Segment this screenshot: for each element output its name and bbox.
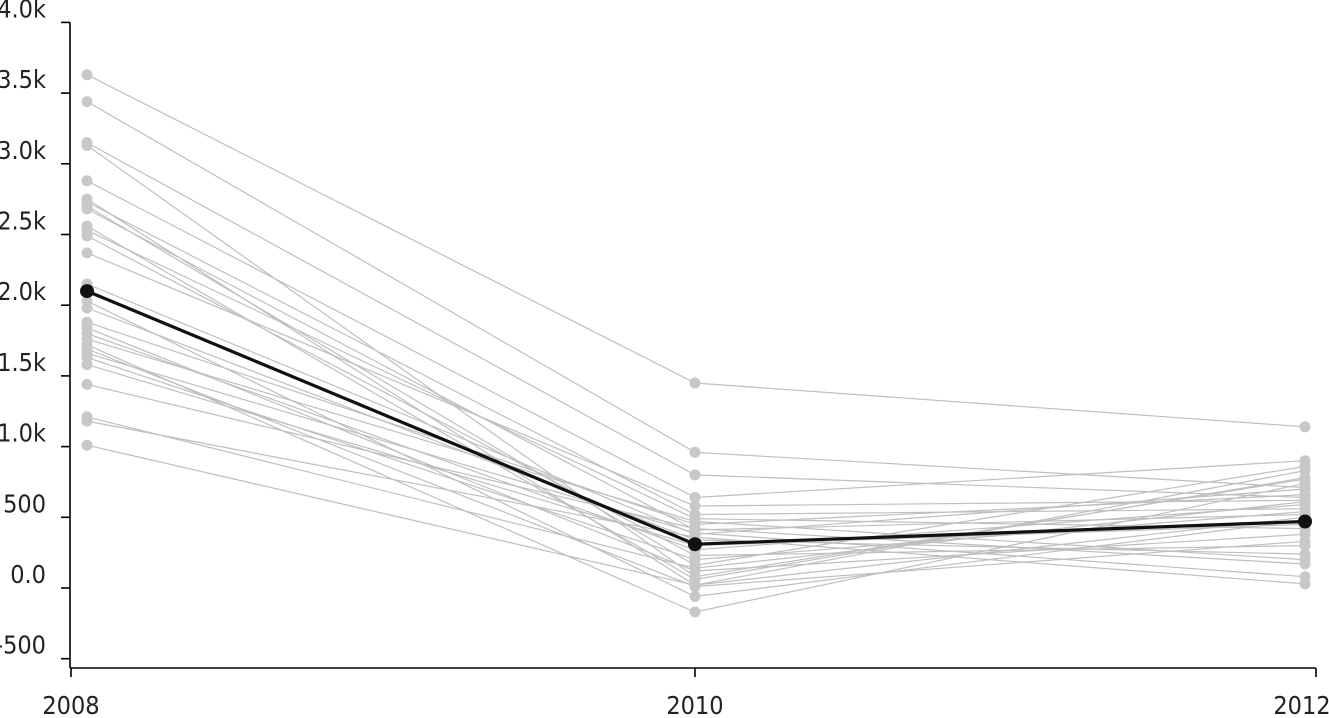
series-point-2-2010 — [689, 446, 701, 458]
series-point-8-2012 — [1299, 460, 1311, 472]
y-axis: -500 0.0 500 1.0k 1.5k 2.0k 2.5k 3.0k 3.5k 4.0k — [0, 0, 71, 668]
series-point-5-2008 — [81, 175, 93, 187]
series-point-4-2008 — [81, 139, 93, 151]
series-point-1-2010 — [689, 377, 701, 389]
series-point-28-2008 — [81, 415, 93, 427]
x-tick-label: 2008 — [42, 691, 99, 718]
series-point-27-2012 — [1299, 496, 1311, 508]
y-tick-label: 1.0k — [0, 419, 46, 448]
series-point-13-2008 — [81, 247, 93, 259]
background-series-group — [81, 69, 1311, 618]
series-line-7 — [86, 201, 1306, 516]
series-point-13-2010 — [689, 500, 701, 512]
y-tick-label: 2.5k — [0, 207, 46, 236]
highlight-point-2010 — [688, 537, 702, 552]
series-point-29-2010 — [689, 579, 701, 591]
series-point-2-2008 — [81, 96, 93, 108]
series-line-2 — [86, 101, 1306, 489]
series-point-21-2010 — [689, 606, 701, 618]
series-point-27-2010 — [689, 562, 701, 574]
series-point-12-2008 — [81, 230, 93, 242]
y-tick-label: 500 — [3, 489, 46, 518]
series-line-3 — [86, 142, 1306, 499]
series-point-5-2010 — [689, 492, 701, 503]
series-point-1-2008 — [81, 69, 93, 81]
x-tick-label: 2010 — [666, 691, 723, 718]
y-tick-label: 3.0k — [0, 136, 46, 165]
series-point-24-2010 — [689, 554, 701, 566]
series-point-16-2008 — [81, 302, 93, 314]
series-point-1-2012 — [1299, 421, 1311, 433]
series-point-9-2008 — [81, 203, 93, 215]
series-point-26-2012 — [1299, 558, 1311, 570]
series-point-15-2010 — [689, 591, 701, 602]
y-tick-label: 3.5k — [0, 65, 46, 94]
highlight-series-group — [80, 284, 1312, 552]
y-tick-label: 2.0k — [0, 277, 46, 306]
series-point-29-2008 — [81, 439, 93, 451]
y-tick-label: 1.5k — [0, 348, 46, 377]
series-point-3-2010 — [689, 469, 701, 481]
series-point-28-2012 — [1299, 578, 1311, 590]
series-point-22-2012 — [1299, 535, 1311, 547]
x-tick-label: 2012 — [1273, 691, 1329, 718]
series-point-26-2010 — [689, 523, 701, 535]
highlight-point-2012 — [1298, 514, 1312, 529]
y-tick-label: -500 — [0, 631, 46, 660]
y-tick-label: 4.0k — [0, 0, 46, 23]
series-point-21-2012 — [1299, 477, 1311, 489]
x-axis: 2008 2010 2012 — [42, 667, 1329, 718]
series-line-1 — [86, 74, 1306, 428]
series-point-26-2008 — [81, 378, 93, 390]
y-tick-label: 0.0 — [10, 560, 46, 589]
series-point-25-2008 — [81, 359, 93, 371]
series-line-9 — [86, 208, 1306, 531]
highlight-point-2008 — [80, 284, 94, 299]
